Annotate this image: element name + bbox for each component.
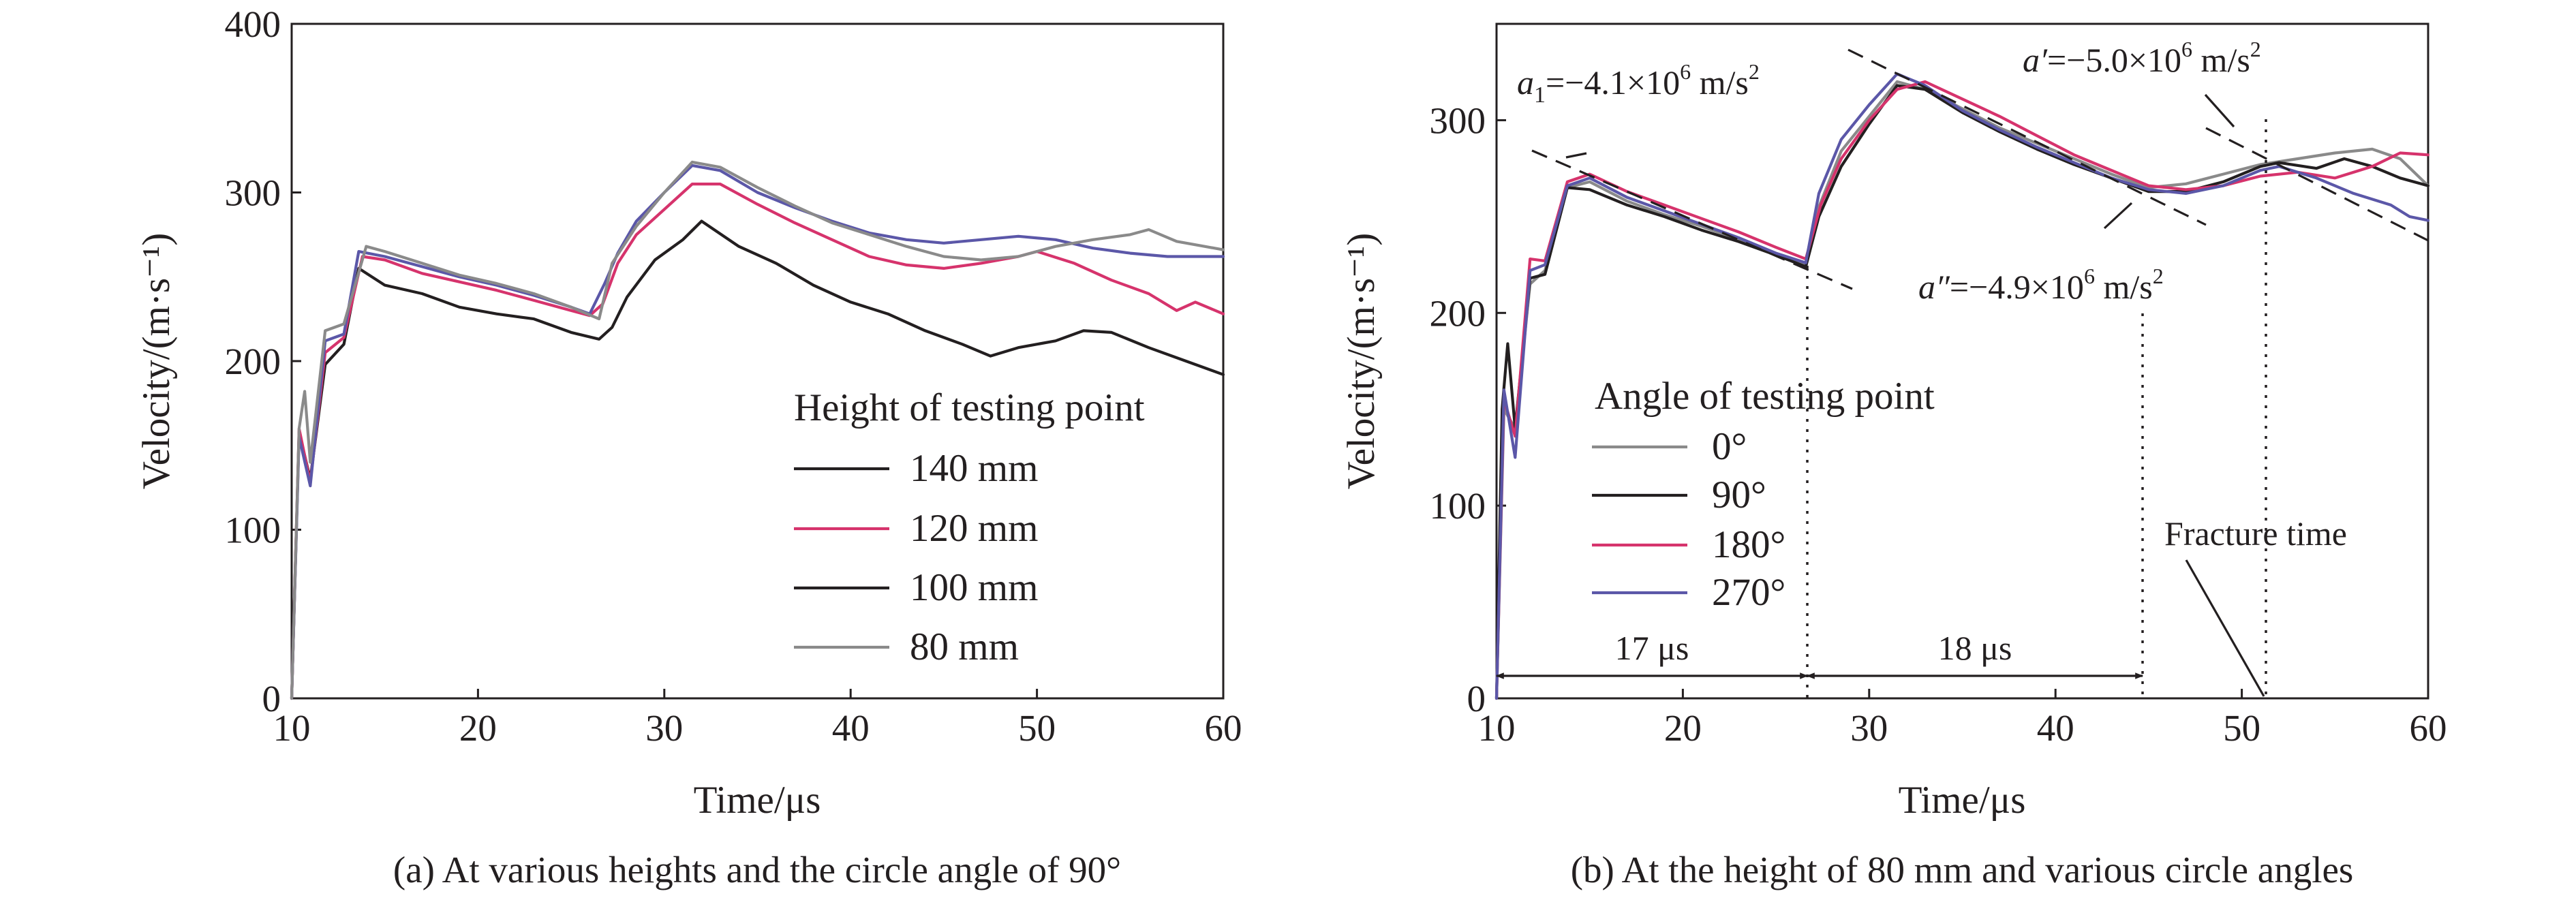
- chart-a-plot-area: [290, 22, 1225, 700]
- chart-a-x-tick-label-40: 40: [832, 707, 870, 749]
- chart-b-slope-line-a-prime: [2205, 127, 2429, 242]
- chart-a-x-axis-title: Time/μs: [694, 779, 821, 822]
- chart-b-plot-area: [1495, 22, 2429, 700]
- chart-a-legend-entry-80mm: 80 mm: [794, 625, 1019, 668]
- chart-a-series-line-140mm: [290, 219, 1225, 700]
- a1-unit-exponent: 2: [1749, 59, 1760, 84]
- chart-a-y-tick-label-200: 200: [225, 341, 281, 382]
- chart-b-legend-label-90deg: 90°: [1712, 474, 1766, 516]
- chart-a-y-tick-label-400: 400: [225, 3, 281, 45]
- chart-a-series-layer: [290, 160, 1225, 700]
- a-double-prime-exponent: 6: [2084, 264, 2095, 288]
- chart-a-legend-label-140mm: 140 mm: [910, 447, 1038, 490]
- a1-subscript: 1: [1534, 82, 1546, 108]
- chart-b-y-axis-title: Velocity/(m·s⁻¹): [1340, 233, 1383, 489]
- chart-b-interval-label-17us: 17 μs: [1615, 629, 1689, 667]
- chart-b-legend-entry-0deg: 0°: [1592, 425, 1747, 468]
- chart-b-interval-label-18us: 18 μs: [1938, 629, 2012, 667]
- chart-b-x-tick-label-10: 10: [1478, 707, 1516, 749]
- chart-b-legend: Angle of testing point 0° 90° 180° 270°: [1592, 375, 1935, 614]
- chart-a-legend-title: Height of testing point: [794, 386, 1145, 429]
- a-double-prime-unit-exponent: 2: [2153, 264, 2164, 288]
- chart-a-legend-label-120mm: 120 mm: [910, 507, 1038, 550]
- chart-b-annotation-a-prime: a′=−5.0×106 m/s2: [2023, 37, 2261, 79]
- chart-a-x-tick-label-30: 30: [645, 707, 683, 749]
- chart-a-legend: Height of testing point 140 mm 120 mm 10…: [794, 386, 1145, 668]
- chart-a-ticks: 10 20 30 40 50 60 0 100 200 300 400: [225, 3, 1242, 749]
- a-double-prime-value: =−4.9×10: [1950, 268, 2084, 306]
- chart-a-x-tick-label-60: 60: [1205, 707, 1242, 749]
- a1-symbol: a: [1517, 63, 1534, 102]
- chart-b-slope-line-a1: [1531, 149, 1853, 290]
- chart-b-x-tick-label-20: 20: [1664, 707, 1702, 749]
- chart-a-series-line-120mm: [290, 183, 1225, 700]
- a-prime-unit-exponent: 2: [2250, 37, 2261, 61]
- a1-value: =−4.1×10: [1546, 63, 1680, 102]
- chart-a: 10 20 30 40 50 60 0 100 200 300 400 Time/μs Veloci…: [135, 3, 1242, 890]
- chart-b-x-axis-title: Time/μs: [1899, 779, 2026, 822]
- chart-b-slope-line-a-double-prime: [1847, 48, 2207, 226]
- chart-b-series-layer: [1494, 72, 2430, 700]
- chart-b-a-prime-leader: [2204, 93, 2235, 128]
- a-prime-unit: m/s: [2192, 41, 2250, 79]
- chart-b-legend-label-270deg: 270°: [1712, 571, 1785, 614]
- chart-a-series-line-80mm: [290, 160, 1225, 700]
- chart-b-a-double-prime-leader: [2103, 202, 2133, 230]
- chart-b-legend-label-180deg: 180°: [1712, 523, 1785, 566]
- chart-b-y-tick-label-0: 0: [1467, 678, 1486, 719]
- chart-a-legend-label-100mm: 100 mm: [910, 566, 1038, 609]
- chart-a-y-axis-title: Velocity/(m·s⁻¹): [135, 233, 178, 489]
- chart-b-x-tick-label-50: 50: [2223, 707, 2260, 749]
- chart-a-x-tick-label-50: 50: [1018, 707, 1056, 749]
- chart-a-y-tick-label-300: 300: [225, 172, 281, 214]
- chart-b-fracture-leader: [2185, 559, 2265, 697]
- chart-b-legend-title: Angle of testing point: [1595, 375, 1935, 418]
- chart-b-annotations: 17 μs 18 μs Fracture time a1=−4.1×106 m/…: [1495, 37, 2429, 698]
- chart-b-annotation-a-double-prime: a″=−4.9×106 m/s2: [1918, 264, 2164, 306]
- a-prime-value: =−5.0×10: [2047, 41, 2181, 79]
- chart-b-frame: [1495, 22, 2429, 700]
- chart-b-y-tick-label-200: 200: [1430, 292, 1486, 334]
- a-double-prime-unit: m/s: [2095, 268, 2153, 306]
- chart-a-x-tick-label-10: 10: [273, 707, 311, 749]
- chart-b-series-line-180deg: [1494, 80, 2430, 700]
- chart-a-y-tick-label-0: 0: [262, 678, 281, 719]
- a-double-prime-symbol: a″: [1918, 268, 1950, 306]
- chart-b-legend-entry-90deg: 90°: [1592, 474, 1766, 516]
- chart-a-legend-label-80mm: 80 mm: [910, 625, 1019, 668]
- chart-b-x-tick-label-60: 60: [2410, 707, 2447, 749]
- chart-b-legend-entry-270deg: 270°: [1592, 571, 1785, 614]
- chart-b-fracture-label: Fracture time: [2164, 514, 2347, 553]
- a-prime-symbol: a′: [2023, 41, 2048, 79]
- chart-b-y-tick-label-300: 300: [1430, 99, 1486, 141]
- chart-b-ticks: 10 20 30 40 50 60 0 100 200 300: [1430, 99, 2447, 749]
- chart-b-legend-entry-180deg: 180°: [1592, 523, 1785, 566]
- chart-a-legend-entry-140mm: 140 mm: [794, 447, 1038, 490]
- chart-a-caption: (a) At various heights and the circle an…: [393, 849, 1121, 890]
- chart-a-legend-entry-100mm: 100 mm: [794, 566, 1038, 609]
- chart-b-annotation-a1: a1=−4.1×106 m/s2: [1517, 59, 1760, 108]
- chart-a-legend-entry-120mm: 120 mm: [794, 507, 1038, 550]
- chart-b-a1-leader: [1565, 152, 1587, 159]
- chart-a-series-line-100mm: [290, 164, 1225, 700]
- chart-b-legend-label-0deg: 0°: [1712, 425, 1747, 468]
- chart-b-x-tick-label-40: 40: [2037, 707, 2074, 749]
- a1-unit: m/s: [1691, 63, 1749, 102]
- chart-a-x-tick-label-20: 20: [459, 707, 497, 749]
- a1-exponent: 6: [1680, 59, 1691, 84]
- chart-b-y-tick-label-100: 100: [1430, 485, 1486, 527]
- chart-a-y-tick-label-100: 100: [225, 510, 281, 551]
- chart-a-frame: [290, 22, 1225, 700]
- chart-b-x-tick-label-30: 30: [1850, 707, 1888, 749]
- chart-b-caption: (b) At the height of 80 mm and various c…: [1571, 849, 2354, 890]
- chart-b: 10 20 30 40 50 60 0 100 200 300 17 μs 18 μs Fract…: [1340, 22, 2447, 890]
- a-prime-exponent: 6: [2181, 37, 2192, 61]
